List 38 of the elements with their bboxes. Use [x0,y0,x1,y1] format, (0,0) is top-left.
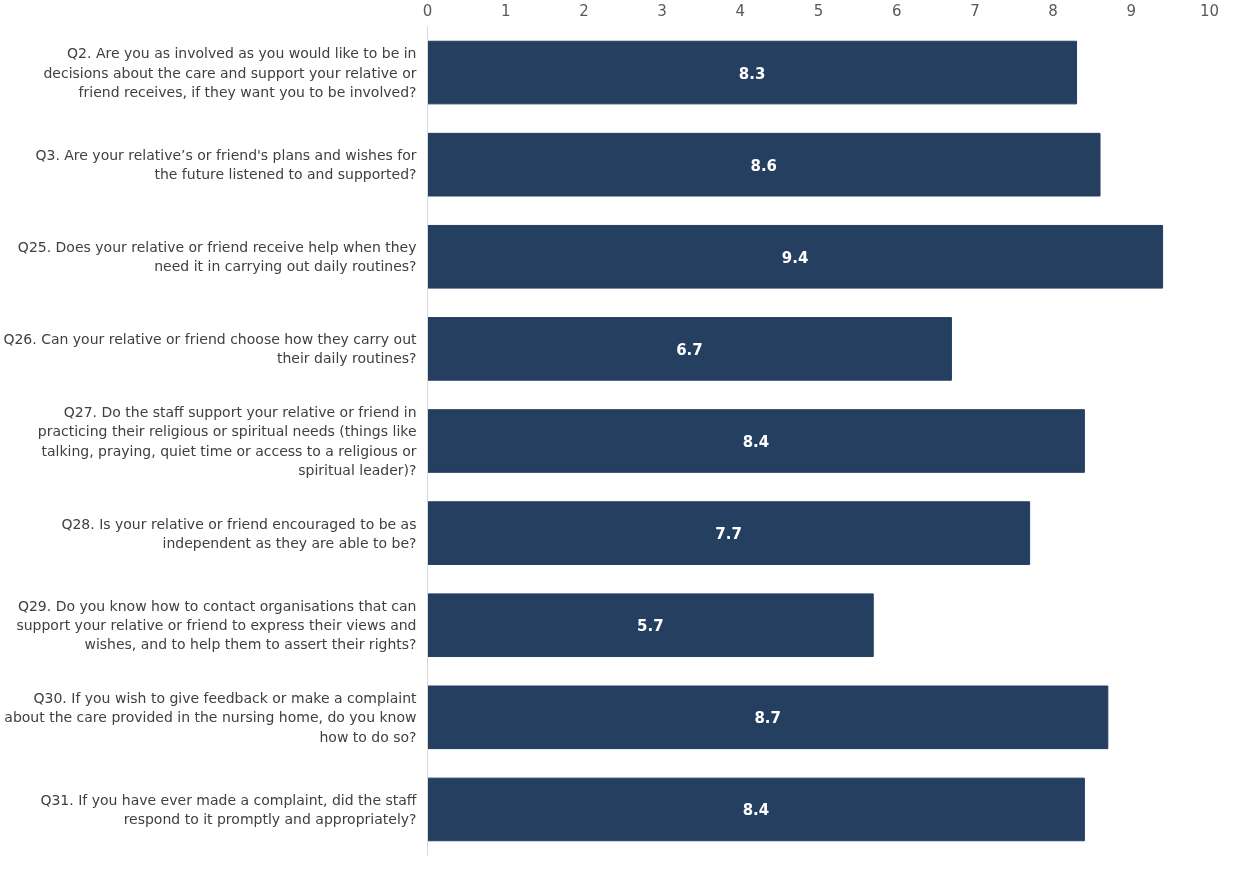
data-label: 8.4 [742,433,770,451]
data-label: 5.7 [637,617,664,636]
x-tick-label: 4 [735,1,746,20]
bar [427,132,1101,197]
x-tick-label: 9 [1126,1,1137,20]
y-tick-label: Q27. Do the staff support your relative or friend in practicing their religious or spiritual needs (things like talking, praying, quiet time or access to a religious or spiritual leader)? [37,404,417,478]
data-label: 6.7 [676,340,703,359]
bar [427,40,1078,105]
y-tick-label: Q30. If you wish to give feedback or make a complaint about the care provided in the nursing home, do you know how to do so? [4,690,418,745]
data-label: 9.4 [781,248,809,267]
y-tick-label: Q3. Are your relative’s or friend's plans and wishes for the future listened to and supported? [35,147,417,183]
y-tick-label: Q31. If you have ever made a complaint, did the staff respond to it promptly and appropriately? [40,791,417,828]
x-tick-label: 7 [970,1,980,20]
data-label: 8.4 [742,801,770,820]
data-label: 8.7 [754,709,781,728]
data-label: 8.3 [738,64,766,83]
data-label: 7.7 [715,525,742,544]
x-tick-label: 3 [657,1,667,20]
bar [427,777,1085,842]
y-tick-label: Q25. Does your relative or friend receive help when they need it in carrying out daily routines? [17,239,417,275]
bar [427,409,1085,473]
bar [427,317,952,381]
data-label: 8.6 [750,156,778,175]
x-tick-label: 6 [891,1,902,20]
y-tick-label: Q26. Can your relative or friend choose how they carry out their daily routines? [3,331,418,367]
bar [427,685,1109,750]
x-tick-label: 1 [500,1,511,20]
bar [427,593,874,658]
x-tick-label: 8 [1048,1,1058,20]
y-tick-label: Q28. Is your relative or friend encouraged to be as independent as they are able to be? [61,515,417,551]
x-tick-label: 5 [813,1,824,20]
bar [427,501,1031,565]
y-tick-label: Q2. Are you as involved as you would like to be in decisions about the care and support your relative or friend receives, if they want you to be involved? [43,45,417,100]
y-tick-label: Q29. Do you know how to contact organisations that can support your relative or friend to express their views and wishes, and to help them to assert their rights? [16,598,417,653]
x-tick-label: 0 [422,1,433,20]
x-tick-label: 10 [1199,1,1220,20]
x-tick-label: 2 [579,1,589,20]
bar [427,224,1164,289]
